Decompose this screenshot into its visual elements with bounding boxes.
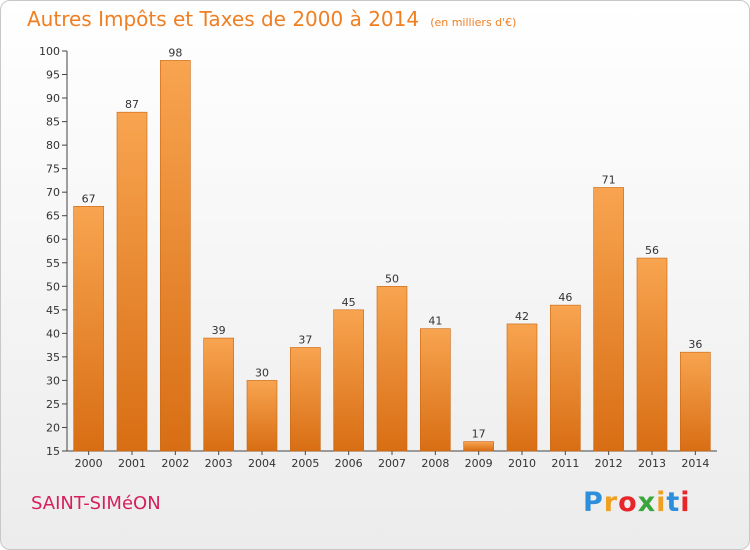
x-tick-label: 2006 <box>335 457 363 470</box>
y-tick-label: 25 <box>46 398 60 411</box>
value-label: 87 <box>125 98 139 111</box>
bar <box>680 351 711 452</box>
x-tick-label: 2011 <box>551 457 579 470</box>
y-tick-label: 85 <box>46 116 60 129</box>
brand-logo[interactable]: Proxiti <box>583 487 691 518</box>
y-tick-label: 45 <box>46 304 60 317</box>
value-label: 45 <box>342 296 356 309</box>
bar <box>160 60 191 452</box>
y-tick-label: 35 <box>46 351 60 364</box>
x-tick-label: 2010 <box>508 457 536 470</box>
y-tick-label: 30 <box>46 374 60 387</box>
label-layer: 67 87 98 39 30 37 45 50 41 17 42 46 71 56 36 <box>82 46 703 440</box>
brand-letter: i <box>680 487 691 518</box>
value-label: 37 <box>298 333 312 346</box>
value-label: 41 <box>428 315 442 328</box>
value-label: 39 <box>212 324 226 337</box>
value-label: 98 <box>168 46 182 59</box>
bar <box>506 323 538 452</box>
city-name: SAINT-SIMéON <box>31 493 161 514</box>
y-tick-label: 80 <box>46 139 60 152</box>
value-label: 30 <box>255 366 269 379</box>
brand-letter: t <box>666 487 681 518</box>
bar <box>463 441 494 452</box>
bar <box>420 328 451 452</box>
value-label: 36 <box>688 338 702 351</box>
value-label: 17 <box>472 428 486 441</box>
bar <box>636 257 668 452</box>
value-label: 50 <box>385 272 399 285</box>
brand-letter: o <box>618 487 638 518</box>
y-tick-label: 20 <box>46 421 60 434</box>
x-tick-label: 2009 <box>465 457 493 470</box>
y-tick-label: 100 <box>39 45 60 58</box>
bar <box>246 380 278 452</box>
chart-title: Autres Impôts et Taxes de 2000 à 2014 <box>27 7 420 31</box>
x-tick-label: 2008 <box>421 457 449 470</box>
value-label: 56 <box>645 244 659 257</box>
brand-letter: x <box>637 487 657 518</box>
x-tick-label: 2003 <box>205 457 233 470</box>
bar <box>116 111 148 452</box>
y-tick-label: 40 <box>46 327 60 340</box>
bar <box>73 205 104 452</box>
brand-letter: r <box>603 487 619 518</box>
y-tick-label: 90 <box>46 92 60 105</box>
brand-letter: P <box>583 487 604 518</box>
bar <box>333 309 364 452</box>
bar-layer <box>73 60 711 452</box>
y-tick-label: 95 <box>46 69 60 82</box>
value-label: 71 <box>602 173 616 186</box>
y-tick-label: 70 <box>46 186 60 199</box>
x-tick-label: 2007 <box>378 457 406 470</box>
brand-letter: i <box>656 487 667 518</box>
y-tick-label: 60 <box>46 233 60 246</box>
value-label: 42 <box>515 310 529 323</box>
value-label: 46 <box>558 291 572 304</box>
x-tick-label: 2000 <box>75 457 103 470</box>
bar <box>376 285 408 452</box>
x-tick-label: 2005 <box>291 457 319 470</box>
y-tick-label: 75 <box>46 163 60 176</box>
y-tick-label: 15 <box>46 445 60 458</box>
x-tick-label: 2004 <box>248 457 276 470</box>
axis-layer: 15 20 25 30 35 40 45 50 55 60 65 70 75 80 85 90 95 100 200… <box>39 45 717 470</box>
x-tick-label: 2001 <box>118 457 146 470</box>
y-tick-label: 55 <box>46 257 60 270</box>
y-tick-label: 65 <box>46 210 60 223</box>
bar <box>290 347 321 452</box>
value-label: 67 <box>82 192 96 205</box>
x-tick-label: 2014 <box>681 457 709 470</box>
y-tick-label: 50 <box>46 280 60 293</box>
title-block: Autres Impôts et Taxes de 2000 à 2014 (e… <box>27 7 516 31</box>
x-tick-label: 2012 <box>595 457 623 470</box>
bar <box>593 187 624 452</box>
bar <box>203 337 234 452</box>
x-tick-label: 2002 <box>161 457 189 470</box>
chart-unit: (en milliers d'€) <box>430 16 517 29</box>
bar <box>550 304 581 452</box>
x-tick-label: 2013 <box>638 457 666 470</box>
